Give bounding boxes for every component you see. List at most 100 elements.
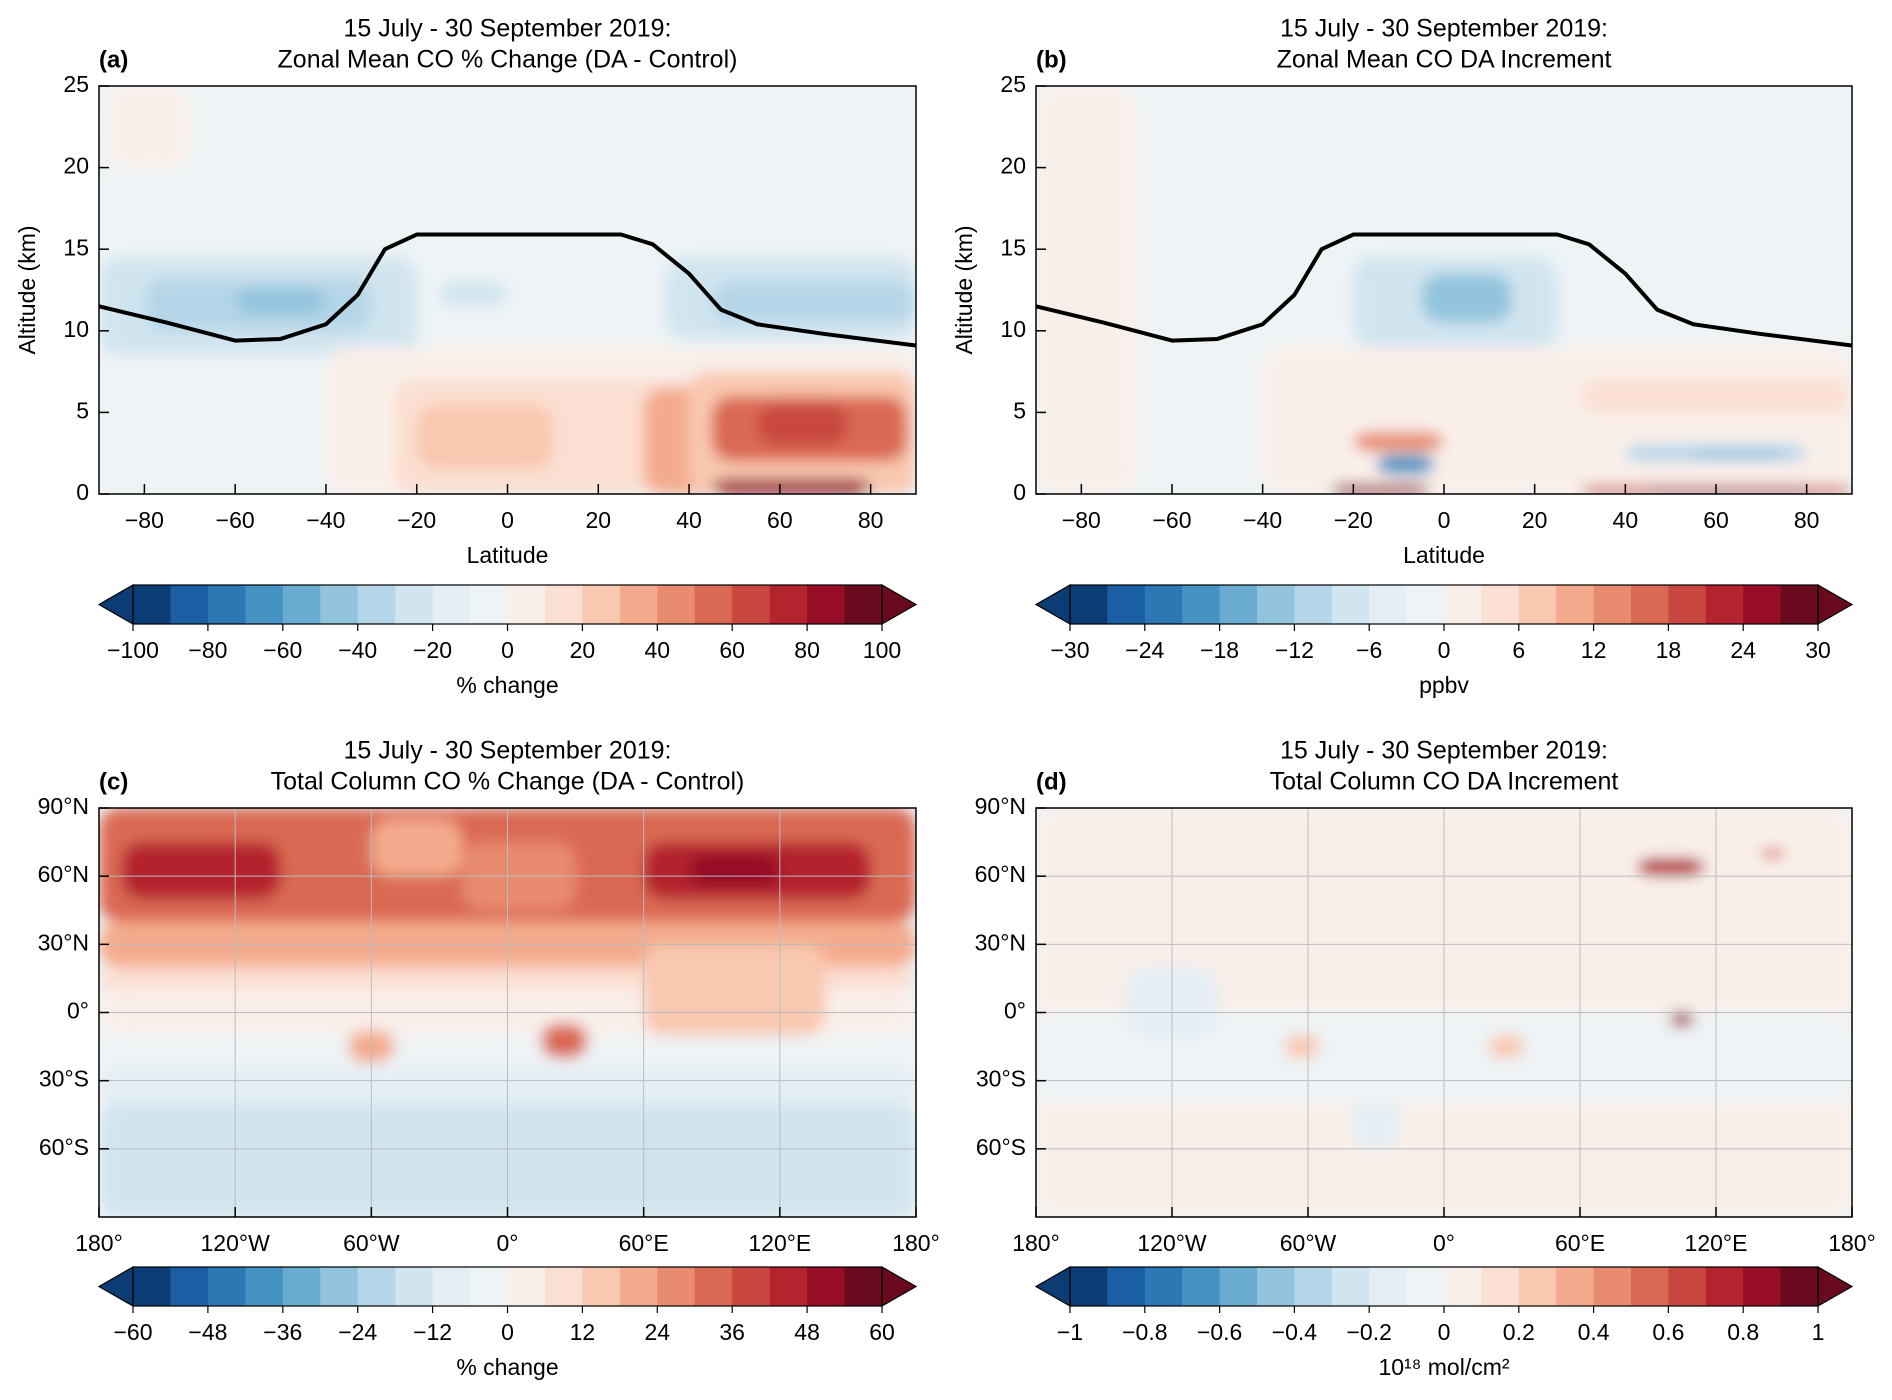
y-tick-label: 0 bbox=[1013, 479, 1026, 505]
colorbar-tick-label: −30 bbox=[1050, 637, 1089, 663]
colorbar-extend-high bbox=[1817, 583, 1854, 626]
colorbar-tick-label: −1 bbox=[1057, 1319, 1083, 1345]
field-patch bbox=[1421, 273, 1512, 323]
colorbar-tick-label: −6 bbox=[1356, 637, 1382, 663]
colorbar-cell bbox=[1556, 585, 1595, 624]
x-tick-label: 0° bbox=[497, 1230, 519, 1256]
y-tick-label: 15 bbox=[1000, 234, 1026, 260]
colorbar-cell bbox=[1219, 1267, 1258, 1306]
x-tick-label: 60 bbox=[1703, 507, 1729, 533]
colorbar-cell bbox=[207, 585, 246, 624]
colorbar-cell bbox=[1294, 585, 1333, 624]
field-patch bbox=[1353, 1103, 1399, 1149]
colorbar-cell bbox=[1107, 1267, 1146, 1306]
colorbar-cell bbox=[844, 1267, 883, 1306]
x-tick-label: −60 bbox=[1152, 507, 1191, 533]
colorbar-tick-label: −20 bbox=[413, 637, 452, 663]
colorbar-cell bbox=[1331, 1267, 1370, 1306]
title-line: Total Column CO DA Increment bbox=[1270, 768, 1619, 796]
colorbar-cell bbox=[1144, 1267, 1183, 1306]
colorbar-cell bbox=[1705, 585, 1744, 624]
y-tick-label: 15 bbox=[63, 234, 89, 260]
field-shapes bbox=[99, 86, 916, 494]
colorbar-tick-label: 0.8 bbox=[1727, 1319, 1759, 1345]
colorbar-tick-label: 0.6 bbox=[1652, 1319, 1684, 1345]
field-patch bbox=[416, 404, 553, 470]
x-tick-label: 20 bbox=[1522, 507, 1548, 533]
x-tick-label: 120°E bbox=[748, 1230, 811, 1256]
field-patch bbox=[1036, 86, 1136, 494]
colorbar-cell bbox=[1182, 585, 1221, 624]
colorbar-cell bbox=[769, 1267, 808, 1306]
colorbar-tick-label: 12 bbox=[570, 1319, 596, 1345]
title-line: Total Column CO % Change (DA - Control) bbox=[271, 768, 745, 796]
colorbar-tick-label: −12 bbox=[413, 1319, 452, 1345]
colorbar-tick-label: 0.4 bbox=[1578, 1319, 1610, 1345]
x-tick-label: 20 bbox=[585, 507, 611, 533]
colorbar-cell bbox=[1780, 1267, 1819, 1306]
colorbar-cell bbox=[1631, 1267, 1669, 1306]
field-patch bbox=[643, 944, 826, 1036]
colorbar-tick-label: 0 bbox=[501, 637, 514, 663]
colorbar-tick-label: 0.2 bbox=[1503, 1319, 1535, 1345]
field-patch bbox=[439, 281, 508, 307]
field-patch bbox=[1670, 1012, 1694, 1027]
colorbar-cell bbox=[1631, 585, 1669, 624]
x-tick-label: 60°W bbox=[343, 1230, 400, 1256]
y-tick-label: 60°S bbox=[39, 1134, 89, 1160]
colorbar-cell bbox=[1257, 1267, 1295, 1306]
field-shapes bbox=[1036, 86, 1852, 494]
colorbar-tick-label: −24 bbox=[338, 1319, 377, 1345]
colorbar-tick-label: 0 bbox=[1438, 1319, 1451, 1345]
field-patch bbox=[1693, 448, 1784, 459]
colorbar-cell bbox=[245, 585, 284, 624]
x-tick-label: 120°W bbox=[201, 1230, 271, 1256]
colorbar-tick-label: −60 bbox=[263, 637, 302, 663]
field-patch bbox=[1636, 857, 1705, 877]
colorbar-cell bbox=[807, 1267, 846, 1306]
colorbar-cell bbox=[1107, 585, 1146, 624]
colorbar-cell bbox=[1556, 1267, 1595, 1306]
colorbar-cell bbox=[582, 1267, 621, 1306]
colorbar-cell bbox=[320, 1267, 359, 1306]
title-line: 15 July - 30 September 2019: bbox=[1280, 15, 1608, 43]
field-patch bbox=[99, 461, 168, 494]
field-patch bbox=[121, 842, 281, 899]
colorbar-cell bbox=[1369, 585, 1408, 624]
colorbar-extend-low bbox=[1034, 1265, 1071, 1308]
panel-label: (c) bbox=[99, 768, 128, 795]
field-patch bbox=[1262, 347, 1852, 494]
colorbar-cell bbox=[1593, 585, 1632, 624]
colorbar-tick-label: 36 bbox=[719, 1319, 745, 1345]
colorbar-cell bbox=[170, 1267, 209, 1306]
colorbar-cell bbox=[1331, 585, 1370, 624]
colorbar-cell bbox=[732, 585, 771, 624]
x-tick-label: −40 bbox=[1243, 507, 1282, 533]
colorbar-label: % change bbox=[456, 672, 558, 698]
y-tick-label: 60°N bbox=[38, 861, 89, 887]
title-line: 15 July - 30 September 2019: bbox=[344, 737, 672, 765]
colorbar-tick-label: −48 bbox=[188, 1319, 227, 1345]
colorbar-cell bbox=[1518, 1267, 1557, 1306]
colorbar-cell bbox=[282, 1267, 321, 1306]
colorbar-extend-low bbox=[97, 1265, 134, 1308]
colorbar-cell bbox=[544, 1267, 583, 1306]
y-tick-label: 20 bbox=[1000, 153, 1026, 179]
colorbar-cell bbox=[1743, 1267, 1782, 1306]
field-patch bbox=[1376, 454, 1435, 475]
colorbar-cell bbox=[694, 1267, 733, 1306]
field-patch bbox=[1761, 848, 1784, 858]
y-tick-label: 30°S bbox=[39, 1066, 89, 1092]
colorbar-cell bbox=[470, 585, 508, 624]
colorbar-tick-label: −0.6 bbox=[1197, 1319, 1242, 1345]
y-tick-label: 25 bbox=[1000, 71, 1026, 97]
colorbar-cell bbox=[619, 1267, 658, 1306]
x-tick-label: −60 bbox=[216, 507, 255, 533]
field-patch bbox=[541, 1023, 587, 1058]
colorbar-cell bbox=[357, 1267, 396, 1306]
colorbar-cell bbox=[1182, 1267, 1221, 1306]
x-tick-label: 60°E bbox=[619, 1230, 669, 1256]
colorbar-tick-label: 100 bbox=[863, 637, 901, 663]
x-axis-label: Latitude bbox=[467, 542, 549, 568]
y-tick-label: 5 bbox=[76, 397, 89, 423]
